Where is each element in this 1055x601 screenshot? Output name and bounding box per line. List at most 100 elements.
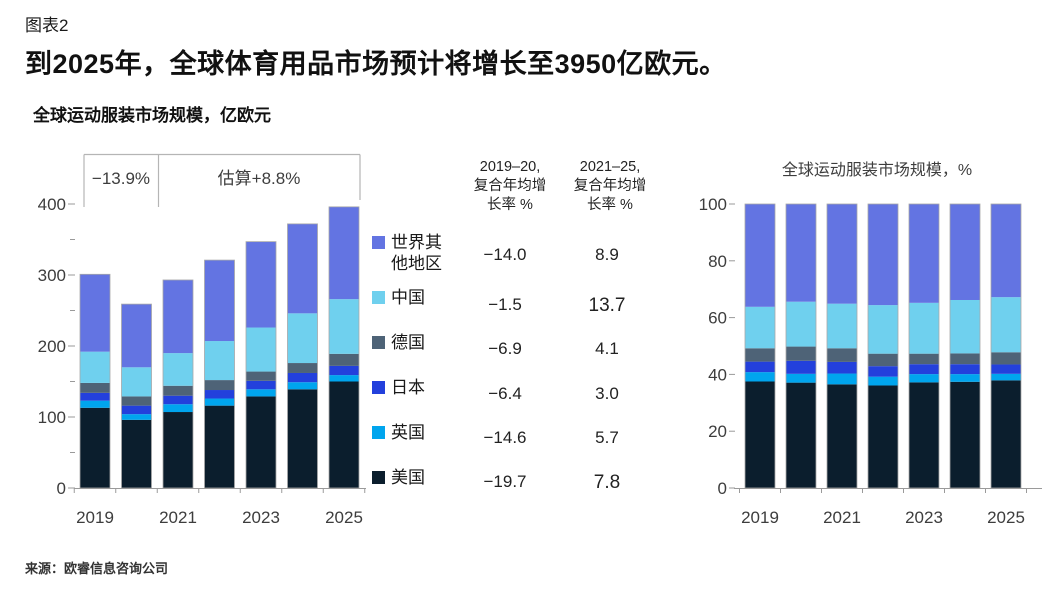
legend-label-中国: 中国 [391, 288, 425, 307]
segment-英国 [745, 372, 775, 382]
legend-label-英国: 英国 [391, 423, 425, 442]
x-axis-year-label: 2025 [325, 508, 363, 527]
segment-世界其他地区 [163, 279, 193, 354]
cagr-2021-25-value-英国: 5.7 [595, 428, 619, 447]
segment-美国 [991, 380, 1021, 488]
y-axis-tick-label: 300 [38, 266, 66, 285]
stacked-bar-2020 [785, 203, 817, 489]
stacked-bar-2024 [949, 203, 981, 489]
segment-美国 [204, 405, 235, 488]
segment-德国 [868, 353, 898, 367]
segment-英国 [204, 398, 235, 406]
cagr-2021-25-value-德国: 4.1 [595, 339, 619, 358]
segment-世界其他地区 [909, 204, 939, 303]
segment-德国 [204, 380, 235, 391]
segment-中国 [786, 301, 816, 347]
segment-世界其他地区 [80, 274, 110, 352]
segment-中国 [246, 327, 276, 372]
y-axis-tick-label: 400 [38, 195, 66, 214]
x-axis-year-label: 2023 [905, 508, 943, 527]
segment-美国 [745, 381, 775, 488]
cagr-2019-20-value-中国: −1.5 [488, 295, 522, 314]
segment-美国 [163, 412, 193, 488]
segment-世界其他地区 [868, 204, 898, 306]
x-axis-year-label: 2021 [159, 508, 197, 527]
segment-德国 [121, 396, 152, 406]
segment-德国 [287, 363, 318, 373]
segment-美国 [786, 382, 816, 488]
legend-swatch-中国 [372, 291, 385, 304]
segment-日本 [827, 361, 857, 374]
cagr-2021-25-value-中国: 13.7 [588, 295, 626, 316]
y-axis-tick-label: 60 [708, 309, 727, 328]
segment-日本 [991, 364, 1021, 374]
segment-中国 [868, 305, 898, 354]
segment-世界其他地区 [121, 304, 152, 368]
segment-日本 [80, 392, 110, 401]
stacked-bar-2023 [908, 203, 940, 489]
segment-世界其他地区 [246, 241, 276, 328]
segment-德国 [909, 353, 939, 365]
y-axis-tick-label: 200 [38, 337, 66, 356]
segment-德国 [80, 382, 110, 393]
segment-中国 [80, 351, 110, 383]
segment-美国 [909, 382, 939, 488]
legend-swatch-日本 [372, 381, 385, 394]
left-chart-title: 全球运动服装市场规模，亿欧元 [33, 106, 271, 125]
stacked-bar-2024 [287, 223, 318, 489]
cagr-2019-20-value-世界其他地区: −14.0 [483, 245, 527, 264]
cagr-2019-20-value-德国: −6.9 [488, 339, 522, 358]
segment-中国 [163, 353, 193, 386]
cagr-2019-20-value-英国: −14.6 [483, 428, 527, 447]
segment-德国 [163, 385, 193, 396]
stacked-bar-2021 [826, 203, 858, 489]
segment-中国 [287, 313, 318, 364]
segment-美国 [868, 385, 898, 488]
segment-英国 [121, 414, 152, 420]
segment-中国 [121, 367, 152, 397]
percent-market-stacked-bar-chart: 全球运动服装市场规模，% 0 20 40 60 80 100 2019 2021 2023 2025 [699, 161, 1042, 527]
y-axis-tick-label: 20 [708, 422, 727, 441]
segment-世界其他地区 [287, 223, 318, 314]
annotation-decline-label: −13.9% [92, 169, 150, 188]
segment-德国 [786, 346, 816, 361]
x-axis-year-label: 2025 [987, 508, 1025, 527]
cagr-col2-header: 2021–25, 复合年均增 长率 % [573, 159, 647, 213]
segment-美国 [121, 419, 152, 488]
segment-中国 [204, 341, 235, 381]
x-axis-year-label: 2021 [823, 508, 861, 527]
legend-swatch-德国 [372, 336, 385, 349]
segment-日本 [163, 395, 193, 405]
segment-日本 [950, 364, 980, 375]
y-axis-tick-label: 0 [57, 479, 66, 498]
segment-德国 [950, 353, 980, 365]
segment-美国 [827, 384, 857, 488]
segment-中国 [909, 302, 939, 354]
segment-英国 [868, 376, 898, 386]
segment-世界其他地区 [204, 260, 235, 342]
segment-日本 [786, 360, 816, 374]
segment-日本 [246, 380, 276, 390]
segment-德国 [827, 348, 857, 362]
legend-label-德国: 德国 [391, 333, 425, 352]
segment-美国 [950, 381, 980, 488]
y-axis-tick-label: 0 [718, 479, 727, 498]
segment-日本 [745, 361, 775, 373]
segment-中国 [950, 299, 980, 354]
segment-世界其他地区 [329, 206, 359, 300]
segment-英国 [329, 375, 359, 382]
stacked-bar-2025 [990, 203, 1022, 489]
legend-label-日本: 日本 [391, 378, 425, 397]
segment-中国 [827, 303, 857, 349]
y-axis-tick-label: 100 [38, 408, 66, 427]
cagr-2021-25-value-世界其他地区: 8.9 [595, 245, 619, 264]
cagr-2019-20-value-美国: −19.7 [483, 472, 527, 491]
segment-中国 [745, 306, 775, 349]
segment-英国 [950, 374, 980, 382]
segment-世界其他地区 [991, 204, 1021, 298]
segment-世界其他地区 [950, 204, 980, 300]
segment-英国 [827, 373, 857, 385]
absolute-market-stacked-bar-chart: 0 100 200 300 400 −13.9% 估算+8.8% 2019 2021 2023 20… [38, 153, 366, 527]
x-axis-year-label: 2019 [741, 508, 779, 527]
